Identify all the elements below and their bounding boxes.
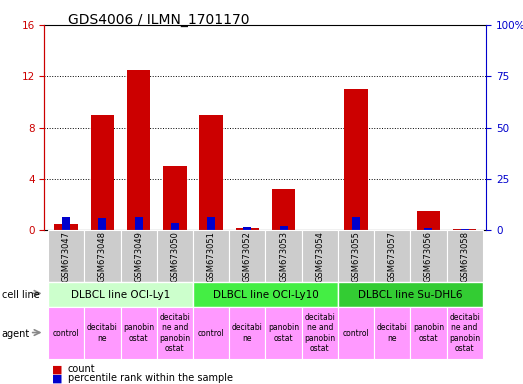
Text: DLBCL line OCI-Ly10: DLBCL line OCI-Ly10	[212, 290, 319, 300]
Text: decitabi
ne and
panobin
ostat: decitabi ne and panobin ostat	[449, 313, 480, 353]
Bar	[352, 217, 360, 230]
Text: decitabi
ne and
panobin
ostat: decitabi ne and panobin ostat	[304, 313, 335, 353]
Bar	[461, 229, 469, 230]
Text: control: control	[198, 329, 224, 338]
Bar	[266, 230, 302, 282]
Bar	[411, 230, 447, 282]
Bar	[48, 230, 84, 282]
Bar	[199, 115, 223, 230]
Bar	[338, 282, 483, 307]
Text: GSM673050: GSM673050	[170, 231, 179, 282]
Bar	[157, 230, 193, 282]
Text: GSM673047: GSM673047	[62, 231, 71, 282]
Bar	[272, 189, 295, 230]
Text: decitabi
ne: decitabi ne	[87, 323, 118, 343]
Bar	[243, 227, 251, 230]
Text: decitabi
ne: decitabi ne	[232, 323, 263, 343]
Bar	[266, 307, 302, 359]
Bar	[90, 115, 114, 230]
Bar	[453, 229, 476, 230]
Bar	[84, 230, 120, 282]
Text: count: count	[68, 364, 96, 374]
Bar	[344, 89, 368, 230]
Bar	[134, 217, 143, 230]
Bar	[48, 282, 193, 307]
Text: GSM673049: GSM673049	[134, 231, 143, 282]
Text: control: control	[343, 329, 369, 338]
Bar	[280, 226, 288, 230]
Bar	[302, 307, 338, 359]
Bar	[207, 217, 215, 230]
Bar	[235, 228, 259, 230]
Text: GSM673051: GSM673051	[207, 231, 215, 282]
Bar	[229, 230, 266, 282]
Bar	[338, 307, 374, 359]
Text: agent: agent	[2, 329, 30, 339]
Text: DLBCL line OCI-Ly1: DLBCL line OCI-Ly1	[71, 290, 170, 300]
Bar	[62, 217, 70, 230]
Text: GSM673057: GSM673057	[388, 231, 397, 282]
Bar	[302, 230, 338, 282]
Bar	[447, 307, 483, 359]
Text: panobin
ostat: panobin ostat	[268, 323, 299, 343]
Bar	[425, 228, 433, 230]
Text: GDS4006 / ILMN_1701170: GDS4006 / ILMN_1701170	[68, 13, 249, 27]
Bar	[127, 70, 151, 230]
Bar	[193, 307, 229, 359]
Text: cell line: cell line	[2, 290, 39, 300]
Text: percentile rank within the sample: percentile rank within the sample	[68, 373, 233, 383]
Text: GSM673056: GSM673056	[424, 231, 433, 282]
Bar	[338, 230, 374, 282]
Bar	[98, 218, 106, 230]
Bar	[120, 230, 157, 282]
Bar	[193, 282, 338, 307]
Bar	[417, 211, 440, 230]
Bar	[374, 307, 411, 359]
Text: GSM673058: GSM673058	[460, 231, 469, 282]
Text: DLBCL line Su-DHL6: DLBCL line Su-DHL6	[358, 290, 462, 300]
Text: GSM673054: GSM673054	[315, 231, 324, 282]
Text: panobin
ostat: panobin ostat	[413, 323, 444, 343]
Bar	[447, 230, 483, 282]
Bar	[193, 230, 229, 282]
Bar	[374, 230, 411, 282]
Text: decitabi
ne: decitabi ne	[377, 323, 407, 343]
Bar	[84, 307, 120, 359]
Text: GSM673052: GSM673052	[243, 231, 252, 282]
Bar	[411, 307, 447, 359]
Bar	[120, 307, 157, 359]
Bar	[48, 307, 84, 359]
Text: GSM673053: GSM673053	[279, 231, 288, 282]
Text: ■: ■	[52, 373, 63, 383]
Bar	[54, 224, 78, 230]
Text: control: control	[53, 329, 79, 338]
Text: ■: ■	[52, 364, 63, 374]
Text: GSM673055: GSM673055	[351, 231, 360, 282]
Bar	[157, 307, 193, 359]
Bar	[163, 166, 187, 230]
Text: GSM673048: GSM673048	[98, 231, 107, 282]
Text: panobin
ostat: panobin ostat	[123, 323, 154, 343]
Text: decitabi
ne and
panobin
ostat: decitabi ne and panobin ostat	[160, 313, 190, 353]
Bar	[171, 223, 179, 230]
Bar	[229, 307, 266, 359]
